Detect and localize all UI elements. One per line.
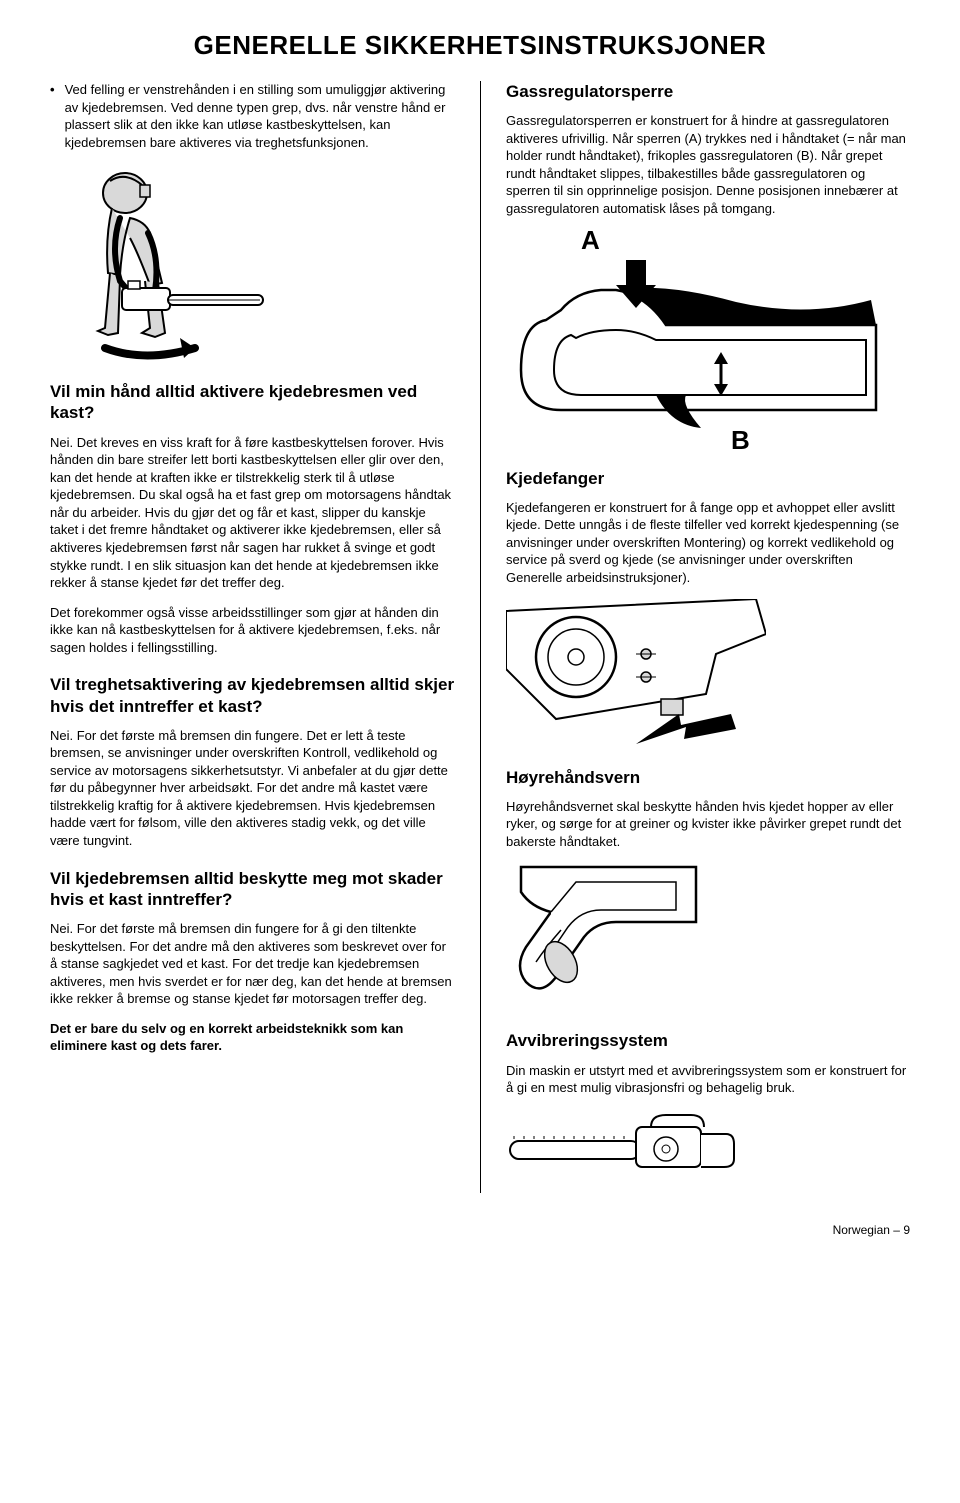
- paragraph: Nei. For det første må bremsen din funge…: [50, 727, 455, 850]
- paragraph: Nei. Det kreves en viss kraft for å føre…: [50, 434, 455, 592]
- paragraph: Høyrehåndsvernet skal beskytte hånden hv…: [506, 798, 910, 851]
- paragraph: Din maskin er utstyrt med et avvibrering…: [506, 1062, 910, 1097]
- figure-right-hand-guard: [506, 862, 910, 1012]
- paragraph: Kjedefangeren er konstruert for å fange …: [506, 499, 910, 587]
- footer-page-number: 9: [903, 1223, 910, 1237]
- footer-language: Norwegian: [833, 1223, 890, 1237]
- figure-chain-catcher: [506, 599, 910, 749]
- heading-right-hand-guard: Høyrehåndsvern: [506, 767, 910, 788]
- label-b: B: [731, 425, 750, 456]
- footer-separator: –: [893, 1223, 903, 1237]
- page-title: GENERELLE SIKKERHETSINSTRUKSJONER: [50, 30, 910, 61]
- heading-chain-catcher: Kjedefanger: [506, 468, 910, 489]
- paragraph: Det forekommer også visse arbeidsstillin…: [50, 604, 455, 657]
- bullet-text: Ved felling er venstrehånden i en stilli…: [65, 81, 455, 151]
- label-a: A: [581, 225, 600, 256]
- heading-anti-vibration: Avvibreringssystem: [506, 1030, 910, 1051]
- emphasis-paragraph: Det er bare du selv og en korrekt arbeid…: [50, 1020, 455, 1055]
- figure-person-chainsaw: [50, 163, 455, 363]
- figure-throttle-lock: A B: [506, 230, 910, 450]
- paragraph: Gassregulatorsperren er konstruert for å…: [506, 112, 910, 217]
- bullet-marker: •: [50, 81, 55, 151]
- page-footer: Norwegian – 9: [50, 1223, 910, 1237]
- heading-inertia-activation: Vil treghetsaktivering av kjedebremsen a…: [50, 674, 455, 717]
- two-column-layout: • Ved felling er venstrehånden i en stil…: [50, 81, 910, 1193]
- figure-anti-vibration: [506, 1109, 910, 1179]
- paragraph: Nei. For det første må bremsen din funge…: [50, 920, 455, 1008]
- heading-hand-activate: Vil min hånd alltid aktivere kjedebresme…: [50, 381, 455, 424]
- right-column: Gassregulatorsperre Gassregulatorsperren…: [480, 81, 910, 1193]
- heading-protect-kickback: Vil kjedebremsen alltid beskytte meg mot…: [50, 868, 455, 911]
- left-column: • Ved felling er venstrehånden i en stil…: [50, 81, 480, 1193]
- bullet-item: • Ved felling er venstrehånden i en stil…: [50, 81, 455, 151]
- heading-throttle-lock: Gassregulatorsperre: [506, 81, 910, 102]
